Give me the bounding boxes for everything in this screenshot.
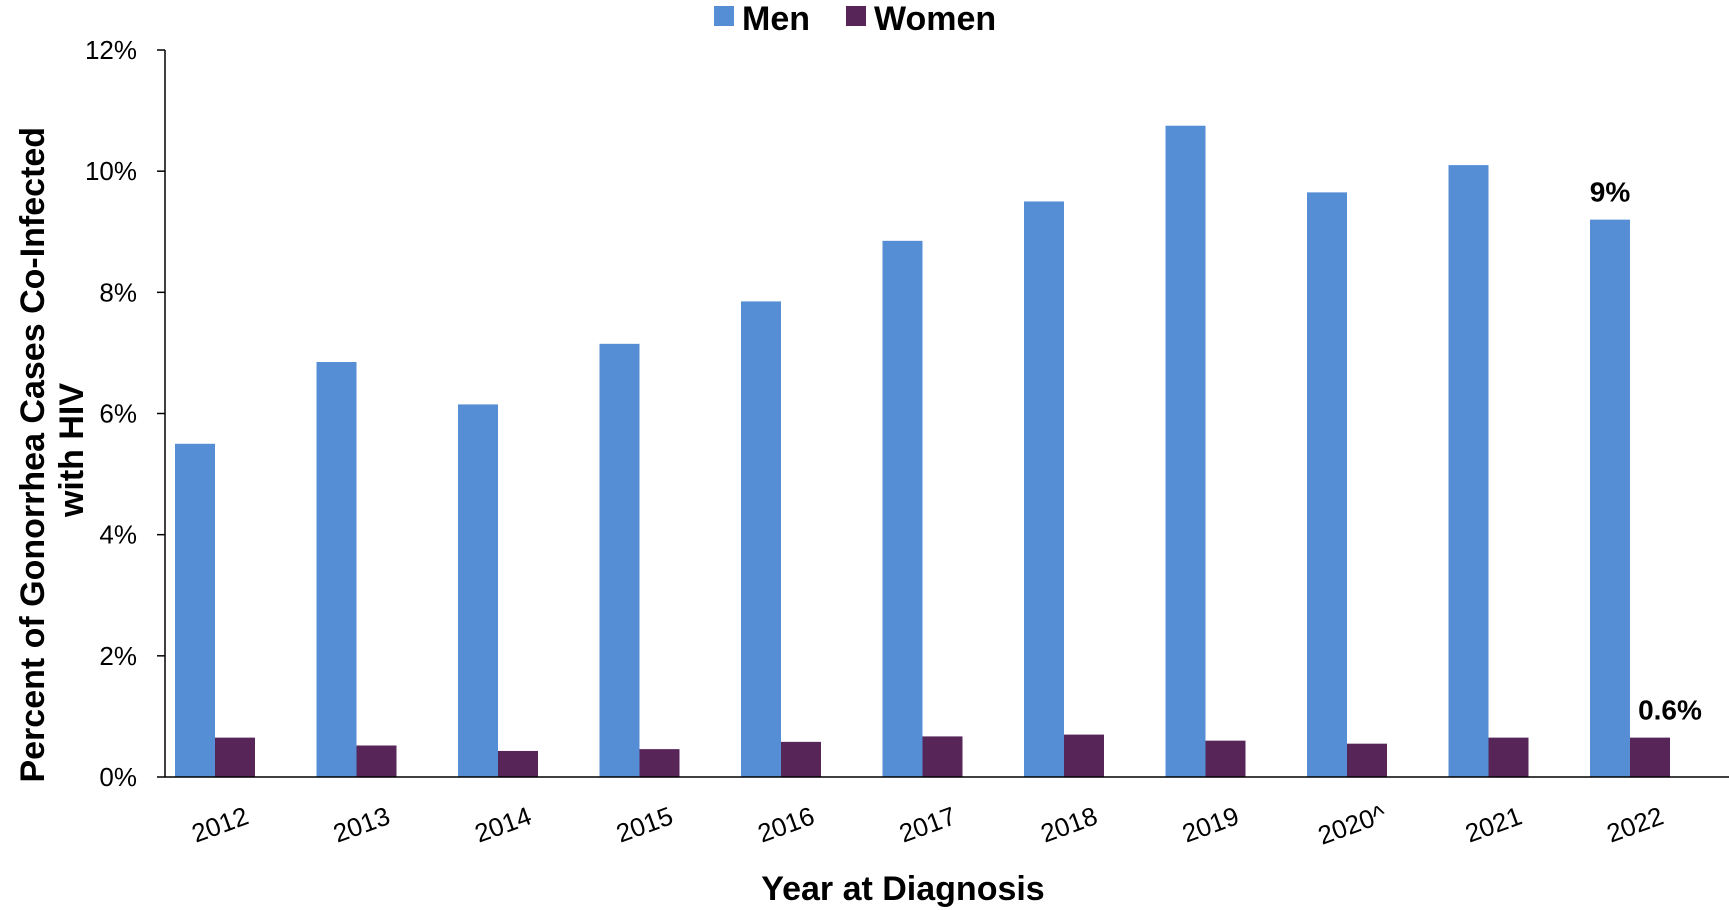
data-label: 0.6%: [1638, 695, 1702, 726]
bar-women: [1630, 737, 1670, 777]
x-tick-label: 2012: [188, 801, 253, 849]
legend-swatch-women: [846, 6, 866, 26]
y-tick-label: 0%: [99, 762, 137, 792]
legend: Men Women: [714, 0, 996, 38]
y-tick-label: 12%: [85, 35, 137, 65]
y-tick-label: 6%: [99, 399, 137, 429]
y-axis-title-line-1: Percent of Gonorrhea Cases Co-Infected: [14, 127, 52, 783]
bar-women: [1347, 743, 1387, 777]
x-axis-title: Year at Diagnosis: [761, 870, 1044, 908]
y-tick-label: 8%: [99, 277, 137, 307]
y-tick-label: 4%: [99, 520, 137, 550]
bar-women: [1064, 734, 1104, 777]
bar-women: [356, 745, 397, 777]
y-axis: 0% 2% 4% 6% 8% 10% 12%: [85, 35, 166, 792]
bar-men: [741, 301, 781, 777]
bar-men: [1590, 219, 1630, 778]
x-tick-label: 2020^: [1314, 798, 1391, 850]
bar-women: [639, 749, 680, 777]
bar-women: [1488, 737, 1529, 777]
y-axis-title: Percent of Gonorrhea Cases Co-Infected w…: [14, 117, 91, 782]
legend-label-women: Women: [874, 0, 996, 38]
bar-women: [781, 741, 821, 777]
x-tick-label: 2017: [895, 801, 960, 849]
data-label: 9%: [1590, 177, 1631, 208]
bar-women: [215, 737, 255, 777]
bars: [175, 125, 1670, 778]
legend-swatch-men: [714, 6, 734, 26]
y-tick-label: 2%: [99, 641, 137, 671]
x-tick-label: 2018: [1037, 801, 1102, 849]
bar-women: [498, 750, 538, 777]
legend-label-men: Men: [742, 0, 810, 38]
x-tick-label: 2019: [1178, 801, 1243, 849]
x-tick-label: 2015: [612, 801, 677, 849]
bar-men: [1024, 201, 1064, 778]
y-axis-title-line-2: with HIV: [53, 383, 91, 518]
y-tick-label: 10%: [85, 156, 137, 186]
x-tick-label: 2014: [471, 801, 536, 849]
bar-men: [175, 443, 215, 777]
bar-men: [599, 343, 640, 777]
bar-women: [1205, 740, 1246, 777]
bar-men: [316, 362, 357, 777]
x-tick-label: 2013: [329, 801, 394, 849]
x-axis: 2012 2013 2014 2015 2016 2017 2018 2019 2020^ 202…: [165, 776, 1729, 851]
bar-men: [1165, 125, 1206, 777]
bar-women: [922, 736, 963, 777]
data-labels: 9% 0.6%: [1590, 177, 1702, 726]
bar-men: [1448, 165, 1489, 777]
bar-men: [458, 404, 498, 777]
x-tick-label: 2022: [1603, 801, 1668, 849]
bar-men: [1307, 192, 1347, 777]
bar-men: [882, 240, 923, 777]
x-tick-label: 2016: [754, 801, 819, 849]
x-tick-label: 2021: [1461, 801, 1526, 849]
